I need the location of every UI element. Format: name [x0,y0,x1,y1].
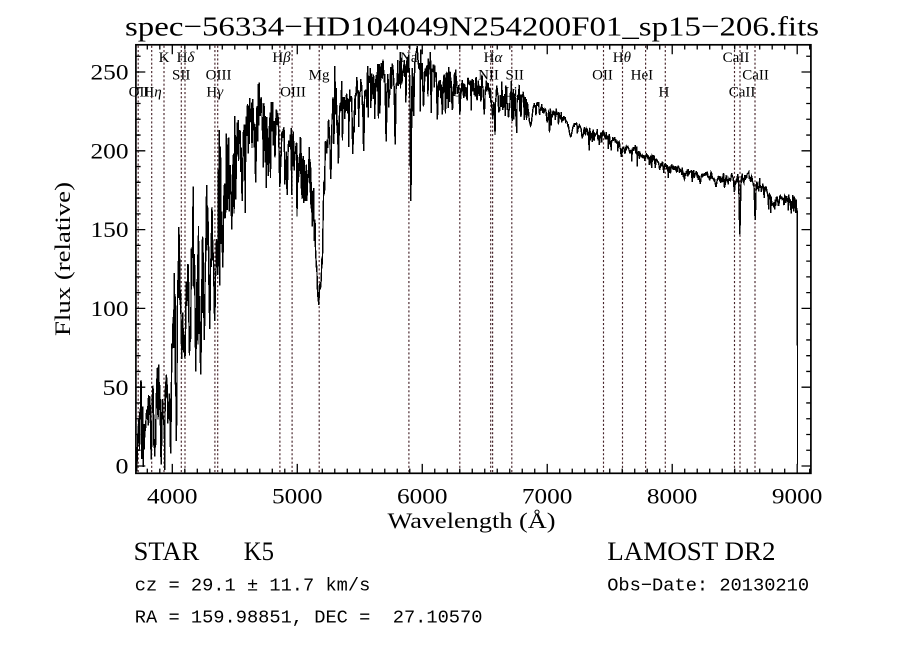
svg-text:Hδ: Hδ [177,50,196,66]
svg-text:50: 50 [103,375,129,400]
svg-text:OIII: OIII [280,84,306,100]
svg-text:OI: OI [452,84,468,100]
svg-text:Hθ: Hθ [613,50,632,66]
svg-text:6000: 6000 [397,484,448,509]
svg-text:Hη: Hη [143,84,161,100]
svg-text:NII: NII [478,67,499,83]
svg-text:100: 100 [91,296,129,321]
svg-text:spec−56334−HD104049N254200F01_: spec−56334−HD104049N254200F01_sp15−206.f… [125,10,819,41]
svg-text:OII: OII [592,67,613,83]
svg-text:STAR: STAR [134,536,200,566]
svg-text:SII: SII [172,67,190,83]
svg-text:Hα: Hα [484,50,504,66]
svg-text:RA = 159.98851, DEC = 27.1057: RA = 159.98851, DEC = 27.10570 [135,607,483,629]
svg-text:Na: Na [400,50,418,66]
svg-text:4000: 4000 [147,484,198,509]
svg-text:9000: 9000 [772,484,823,509]
svg-text:CaII: CaII [729,84,756,100]
svg-text:CaII: CaII [742,67,769,83]
svg-text:250: 250 [91,60,129,85]
svg-text:Hβ: Hβ [272,50,291,66]
svg-text:K5: K5 [244,536,274,566]
svg-text:Hγ: Hγ [206,84,224,100]
svg-text:Obs−Date: 20130210: Obs−Date: 20130210 [607,575,809,597]
svg-text:Wavelength (Å): Wavelength (Å) [388,508,556,533]
svg-text:LAMOST DR2: LAMOST DR2 [607,536,775,566]
svg-text:OIII: OIII [206,67,232,83]
svg-text:5000: 5000 [272,484,323,509]
svg-text:cz = 29.1 ± 11.7 km/s: cz = 29.1 ± 11.7 km/s [135,575,371,597]
svg-text:Flux (relative): Flux (relative) [50,182,75,336]
svg-text:150: 150 [91,217,129,242]
svg-text:K: K [159,50,170,66]
svg-text:SII: SII [506,67,524,83]
svg-text:8000: 8000 [647,484,698,509]
svg-text:H: H [658,84,669,100]
svg-text:Mg: Mg [309,67,330,83]
svg-text:Li: Li [504,84,517,100]
svg-text:0: 0 [116,454,129,479]
svg-text:CaII: CaII [723,50,750,66]
svg-text:OII: OII [129,84,150,100]
svg-text:200: 200 [91,138,129,163]
svg-text:7000: 7000 [522,484,573,509]
svg-text:HeI: HeI [631,67,654,83]
